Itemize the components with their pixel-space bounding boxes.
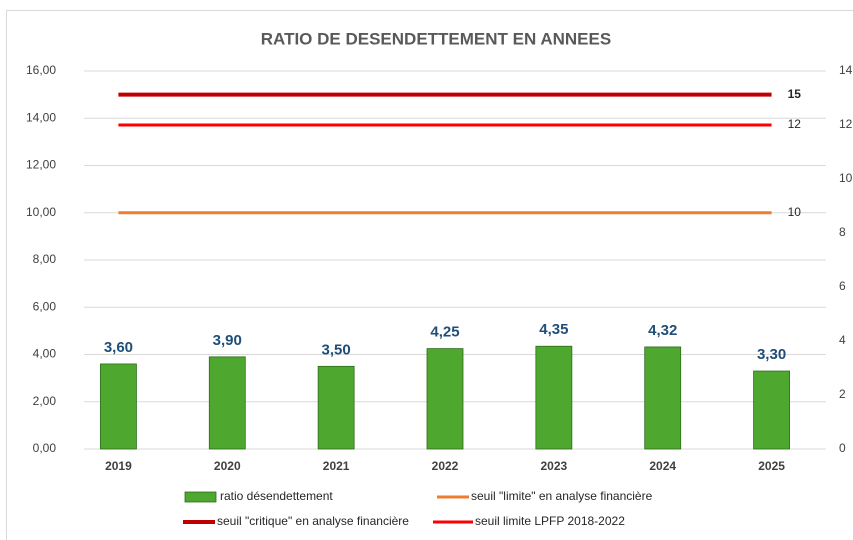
y-tick-label: 16,00 — [26, 63, 56, 77]
legend-label: ratio désendettement — [220, 489, 333, 503]
data-label: 3,50 — [322, 341, 351, 358]
x-tick-label: 2023 — [541, 459, 568, 473]
data-label: 10 — [788, 205, 802, 219]
y2-tick-label: 2 — [839, 387, 846, 401]
bar — [535, 345, 573, 450]
bar — [317, 365, 355, 450]
y-tick-label: 2,00 — [33, 394, 57, 408]
bar — [208, 356, 246, 450]
y-tick-label: 4,00 — [33, 347, 57, 361]
bar — [426, 348, 464, 450]
y-tick-label: 0,00 — [33, 441, 57, 455]
y2-tick-label: 4 — [839, 333, 846, 347]
x-tick-label: 2025 — [758, 459, 785, 473]
data-label: 4,35 — [539, 321, 568, 338]
chart-title: RATIO DE DESENDETTEMENT EN ANNEES — [261, 29, 611, 48]
y2-tick-label: 10 — [839, 171, 853, 185]
legend-label: seuil "critique" en analyse financière — [217, 514, 409, 528]
y2-tick-label: 12 — [839, 117, 853, 131]
data-label: 3,60 — [104, 339, 133, 356]
y-tick-label: 6,00 — [33, 299, 57, 313]
bar — [753, 370, 790, 450]
data-label: 3,30 — [757, 346, 786, 363]
bar — [644, 346, 682, 450]
x-tick-label: 2021 — [323, 459, 350, 473]
y2-tick-label: 8 — [839, 225, 846, 239]
x-tick-label: 2024 — [649, 459, 676, 473]
legend-label: seuil limite LPFP 2018-2022 — [475, 514, 625, 528]
y2-tick-label: 14 — [839, 63, 853, 77]
y2-tick-label: 0 — [839, 441, 846, 455]
y2-tick-label: 6 — [839, 279, 846, 293]
bar — [100, 363, 137, 450]
legend-swatch — [184, 491, 217, 503]
data-label: 4,25 — [430, 324, 459, 341]
data-label: 4,32 — [648, 322, 677, 339]
legend-label: seuil "limite" en analyse financière — [471, 489, 653, 503]
x-tick-label: 2022 — [432, 459, 459, 473]
data-label: 12 — [788, 117, 802, 131]
y-tick-label: 14,00 — [26, 110, 56, 124]
data-label: 3,90 — [213, 332, 242, 349]
y-tick-label: 8,00 — [33, 252, 57, 266]
data-label: 15 — [788, 87, 802, 101]
x-tick-label: 2019 — [105, 459, 132, 473]
y-tick-label: 10,00 — [26, 205, 56, 219]
chart-border — [6, 10, 853, 540]
x-tick-label: 2020 — [214, 459, 241, 473]
y-tick-label: 12,00 — [26, 158, 56, 172]
